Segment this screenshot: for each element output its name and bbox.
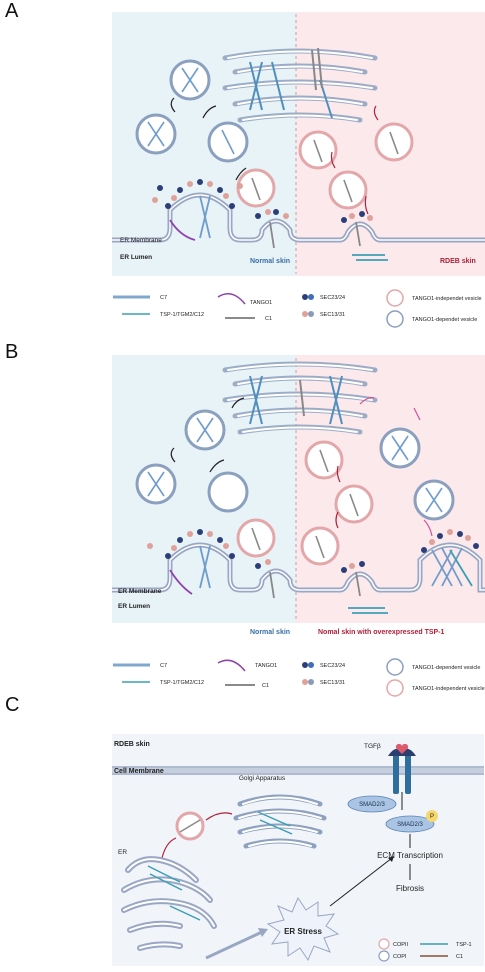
normal-skin-label: Normal skin	[250, 258, 290, 265]
er-lumen-label: ER Lumen	[120, 254, 152, 261]
tgfb-label: TGFβ	[364, 743, 381, 750]
legend-a-dependent: TANGO1-dependet vesicle	[412, 317, 477, 323]
er-membrane-label-b: ER Membrane	[118, 588, 162, 595]
tsp-skin-label-b: Nomal skin with overexpressed TSP-1	[318, 629, 445, 636]
normal-skin-label-b: Normal skin	[250, 629, 290, 636]
legend-a-sec1331: SEC13/31	[320, 312, 345, 318]
panel-c-letter: C	[5, 694, 19, 717]
legend-b-tango1: TANGO1	[255, 663, 277, 669]
er-lumen-label-b: ER Lumen	[118, 603, 150, 610]
legend-c-c1: C1	[456, 954, 463, 960]
smad-upper-label: SMAD2/3	[359, 802, 385, 808]
legend-b-c1: C1	[262, 683, 269, 689]
er-label-c: ER	[118, 849, 127, 856]
ecm-transcription-label: ECM Transcription	[377, 851, 443, 860]
er-stress-label: ER Stress	[284, 927, 322, 936]
legend-b-tsp: TSP-1/TGM2/C12	[160, 680, 204, 686]
er-membrane-label: ER Membrane	[120, 237, 162, 244]
panel-c: RDEB skin Cell Membrane TGFβ SMAD2/3 SMA…	[0, 730, 485, 970]
smad-lower-label: SMAD2/3	[397, 822, 423, 828]
rdeb-label-c: RDEB skin	[114, 741, 150, 748]
phospho-label: P	[430, 814, 434, 820]
legend-b-c7: C7	[160, 663, 167, 669]
legend-c-tsp1: TSP-1	[456, 942, 472, 948]
fibrosis-label: Fibrosis	[396, 884, 424, 893]
golgi-label: Golgi Apparatus	[239, 775, 286, 782]
cell-membrane-label: Cell Membrane	[114, 768, 164, 775]
legend-a: C7 TSP-1/TGM2/C12 TANGO1 C1 SEC23/24 SEC…	[113, 290, 482, 327]
legend-a-sec2324: SEC23/24	[320, 295, 345, 301]
legend-b-sec1331: SEC13/31	[320, 680, 345, 686]
panel-b: ER Membrane ER Lumen Normal skin Nomal s…	[0, 350, 485, 660]
legend-c-copi: COPI	[393, 954, 407, 960]
legend-b-independent: TANGO1-independent vesicle	[412, 686, 485, 692]
legend-a-independent: TANGO1-independet vesicle	[412, 296, 482, 302]
legend-a-tsp: TSP-1/TGM2/C12	[160, 312, 204, 318]
legend-b-sec2324: SEC23/24	[320, 663, 345, 669]
legend-b-dependent: TANGO1-dependent vesicle	[412, 665, 480, 671]
panel-a: ER Membrane ER Lumen Normal skin RDEB sk…	[0, 0, 485, 330]
legend-a-c7: C7	[160, 295, 167, 301]
legend-a-c1: C1	[265, 316, 272, 322]
legend-b: C7 TSP-1/TGM2/C12 TANGO1 C1 SEC23/24 SEC…	[0, 655, 485, 705]
legend-c-copii: COPII	[393, 942, 408, 948]
rdeb-skin-label: RDEB skin	[440, 258, 476, 265]
legend-a-tango1: TANGO1	[250, 300, 272, 306]
